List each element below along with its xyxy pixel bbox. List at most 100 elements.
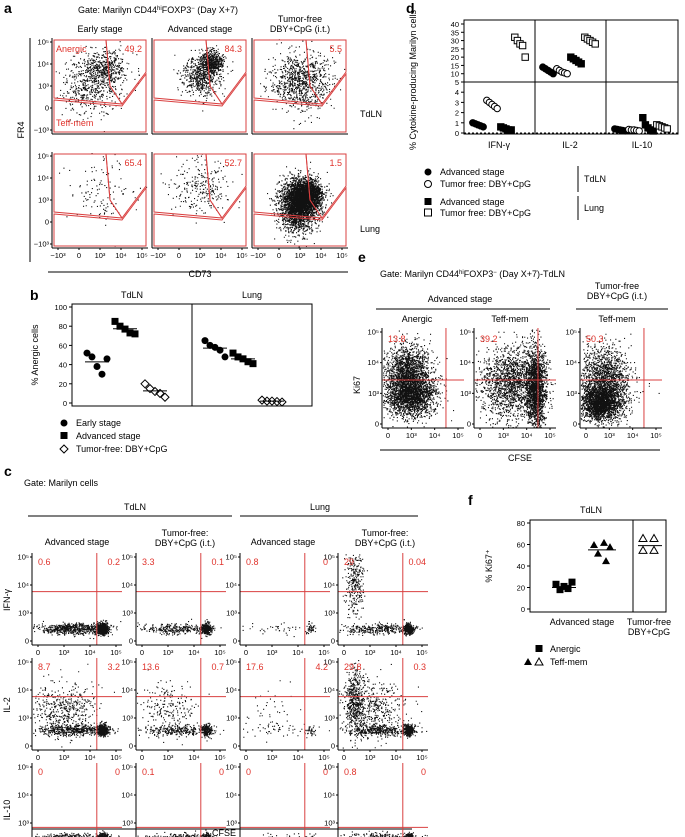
panel-b-point (111, 317, 119, 325)
legend-f-teff-filled-marker (524, 658, 532, 665)
panel-c-plot-r1-c1: 13.6 0.7 10⁵ 10⁴ 10³ 00 10³ 10⁴ 10⁵ (121, 658, 226, 762)
panel-c-axes-ytick-label: 10³ (122, 609, 133, 618)
scatter-dots (580, 333, 660, 428)
panel-f-point (552, 580, 560, 588)
panel-c-axes-xtick-label: 10⁴ (188, 753, 200, 762)
scatter-dots (33, 663, 119, 748)
panel-c-axes-ytick-label: 10⁵ (226, 763, 237, 772)
panel-f-ylabel: % Ki67⁺ (484, 549, 494, 583)
panel-a-row-lung: Lung (360, 224, 380, 234)
panel-c-axes-xtick-label: 10⁴ (292, 648, 304, 657)
panel-e-axes-ytick-label: 10⁵ (460, 328, 471, 337)
panel-c-gate: Gate: Marilyn cells (24, 478, 99, 488)
panel-c-col1: Advanced stage (45, 537, 110, 547)
panel-c-col2b: DBY+CpG (i.t.) (155, 538, 215, 548)
panel-b-ytick-label: 0 (63, 399, 67, 408)
panel-c-axes-xtick-label: 0 (342, 753, 346, 762)
panel-c-axes-ytick-label: 10³ (18, 714, 29, 723)
gate-anergic-hi (105, 153, 147, 219)
panel-c-axes-ytick-label: 0 (331, 637, 335, 646)
scatter-dots (137, 829, 218, 837)
panel-c-value-right: 3.2 (107, 662, 120, 672)
panel-c-value-right: 0 (323, 557, 328, 567)
panel-c-col4a: Tumor-free: (362, 528, 409, 538)
panel-f-group-tf1: Tumor-free (627, 617, 671, 627)
scatter-dots (475, 329, 556, 429)
panel-e-axes-ytick-label: 10⁵ (368, 328, 379, 337)
panel-a-axes-ytick-label: 10⁴ (37, 60, 49, 69)
panel-c-letter: c (4, 463, 12, 479)
panel-c-col4b: DBY+CpG (i.t.) (355, 538, 415, 548)
panel-d-ytick-label: 2 (455, 109, 459, 118)
panel-e-axes-xtick-label: 0 (584, 431, 588, 440)
panel-a-value: 5.5 (329, 44, 342, 54)
legend-d-tf-tdln-marker (424, 180, 432, 188)
panel-c-col3: Advanced stage (251, 537, 316, 547)
panel-a-col-tumorfree-sub: DBY+CpG (i.t.) (270, 24, 330, 34)
panel-a-axes-xtick-label: 10⁵ (136, 251, 147, 260)
panel-b-ytick-label: 20 (59, 380, 67, 389)
panel-b: b TdLN Lung % Anergic cells 100 80 60 40 20 0… (30, 287, 313, 454)
panel-d-legend-tf-lung: Tumor free: DBY+CpG (440, 208, 531, 218)
panel-a-axes-ytick-label: 0 (45, 104, 49, 113)
panel-e-group2a: Tumor-free (595, 281, 639, 291)
panel-f-yticks: 80 60 40 20 0 (517, 519, 530, 614)
scatter-dots (262, 832, 317, 837)
panel-d: d IFN-γ IL-2 IL-10 % Cytokine-producing … (406, 0, 679, 220)
panel-c-row-ifng: IFN-γ (2, 589, 12, 611)
panel-a: a Gate: Marilyn CD44hiFOXP3− (Day X+7) E… (4, 0, 382, 279)
panel-c-axes-ytick-label: 10³ (226, 714, 237, 723)
panel-c-value-left: 0 (246, 767, 251, 777)
panel-c-axes-xtick-label: 10³ (267, 648, 278, 657)
panel-c-axes-ytick-label: 10⁵ (18, 553, 29, 562)
panel-b-point (131, 330, 139, 338)
panel-c-axes-xtick-label: 0 (36, 648, 40, 657)
panel-d-ytick-label: 10 (451, 70, 459, 79)
panel-c-axes-ytick-label: 10⁵ (226, 553, 237, 562)
panel-e-group2b: DBY+CpG (i.t.) (587, 291, 647, 301)
panel-e-axes-xtick-label: 10⁵ (544, 431, 555, 440)
panel-b-point (155, 388, 165, 399)
panel-c-axes-ytick-label: 10⁴ (121, 686, 133, 695)
panel-c-plot-r1-c0: 8.7 3.2 10⁵ 10⁴ 10³ 00 10³ 10⁴ 10⁵ (17, 658, 122, 762)
scatter-dots (340, 830, 428, 837)
panel-e-axes-ytick-label: 10⁴ (367, 358, 379, 367)
panel-e-axes-ytick-label: 10⁴ (459, 358, 471, 367)
panel-d-ytick-label: 35 (451, 28, 459, 37)
panel-c-axes-ytick-label: 10⁵ (18, 658, 29, 667)
panel-f-point (638, 533, 648, 543)
legend-d-adv-tdln-marker (424, 168, 432, 176)
gate-label-teffmem: Teff-mem (56, 118, 93, 128)
panel-b-point (88, 353, 96, 361)
legend-f-teff-open-marker (534, 656, 544, 666)
panel-e-plot-c0: 13.8 10⁵ 10⁴ 10³ 00 10³ 10⁴ 10⁵ (367, 328, 464, 440)
panel-a-axes-xtick-label: 10³ (295, 251, 306, 260)
panel-f-group-tf2: DBY+CpG (628, 627, 670, 637)
gate-teffmem (153, 186, 247, 247)
panel-e-col1: Anergic (402, 314, 433, 324)
panel-c-value-left: 8.7 (38, 662, 51, 672)
panel-e-axes-xtick-label: 10³ (604, 431, 615, 440)
panel-c-plot-r2-c2: 0010⁵10⁴10³0010³10⁴10⁵ (225, 763, 330, 837)
panel-c-axes-ytick-label: 10³ (122, 819, 133, 828)
panel-c-axes-xtick-label: 10⁴ (390, 753, 402, 762)
panel-b-point (221, 353, 229, 361)
panel-c-axes-ytick-label: 0 (233, 742, 237, 751)
panel-c-axes-ytick-label: 10³ (18, 609, 29, 618)
panel-a-axes-xtick-label: 10⁵ (236, 251, 247, 260)
panel-c-axes-xtick-label: 0 (244, 753, 248, 762)
panel-a-axes-xtick-label: 10⁴ (115, 251, 127, 260)
panel-a-axes-ytick-label: 10⁴ (37, 174, 49, 183)
panel-c-group-tdln: TdLN (124, 502, 146, 512)
panel-c-axes-xtick-label: 10³ (163, 753, 174, 762)
scatter-dots (260, 39, 346, 130)
panel-c-axes-ytick-label: 0 (331, 742, 335, 751)
panel-c-row-il2: IL-2 (2, 697, 12, 713)
panel-c-axes-ytick-label: 0 (25, 637, 29, 646)
panel-b-point (201, 337, 209, 345)
panel-d-cyt-il2: IL-2 (562, 140, 578, 150)
